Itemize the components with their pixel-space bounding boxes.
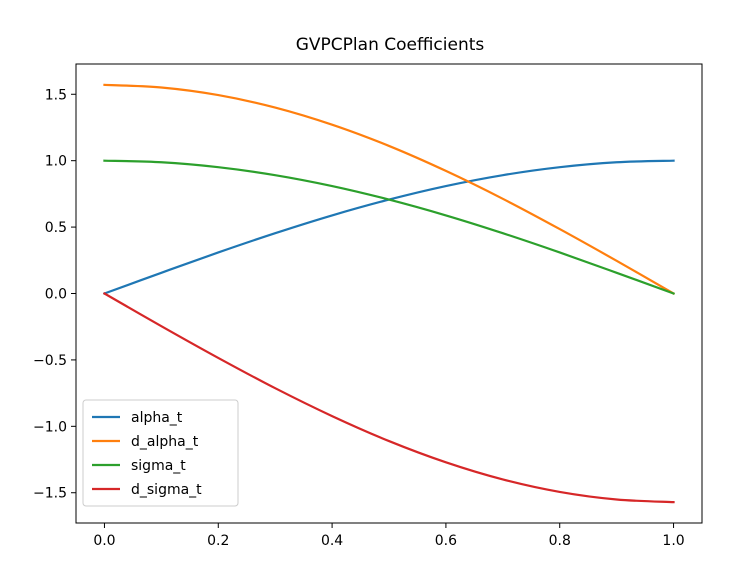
legend: alpha_t d_alpha_t sigma_t d_sigma_t [82, 399, 239, 507]
series-line-sigma-t [103, 159, 675, 295]
y-tick-label: −0.5 [33, 353, 67, 369]
y-tick-label: 1.5 [45, 87, 67, 103]
x-tick-label: 0.8 [549, 533, 571, 549]
legend-label-alpha-t: alpha_t [131, 410, 183, 426]
legend-label-sigma-t: sigma_t [131, 458, 186, 474]
x-tick-label: 1.0 [662, 533, 684, 549]
y-tick-label: −1.5 [33, 486, 67, 502]
x-tick-label: 0.0 [93, 533, 115, 549]
y-tick-label: 0.0 [45, 287, 67, 303]
chart-title: GVPCPlan Coefficients [296, 35, 485, 55]
series-layer [102, 83, 676, 504]
x-tick-label: 0.4 [321, 533, 343, 549]
y-tick-label: 1.0 [45, 154, 67, 170]
y-tick-label: 0.5 [45, 220, 67, 236]
series-line-d-sigma-t [102, 291, 675, 504]
x-axis: 0.0 0.2 0.4 0.6 0.8 1.0 [93, 523, 685, 549]
legend-label-d-sigma-t: d_sigma_t [131, 482, 202, 498]
x-tick-label: 0.2 [207, 533, 229, 549]
y-axis: −1.5 −1.0 −0.5 0.0 0.5 1.0 1.5 [33, 87, 76, 502]
series-line-d-alpha-t [103, 83, 676, 296]
legend-label-d-alpha-t: d_alpha_t [131, 434, 199, 450]
legend-box [82, 399, 239, 507]
y-tick-label: −1.0 [33, 419, 67, 435]
x-tick-label: 0.6 [435, 533, 457, 549]
